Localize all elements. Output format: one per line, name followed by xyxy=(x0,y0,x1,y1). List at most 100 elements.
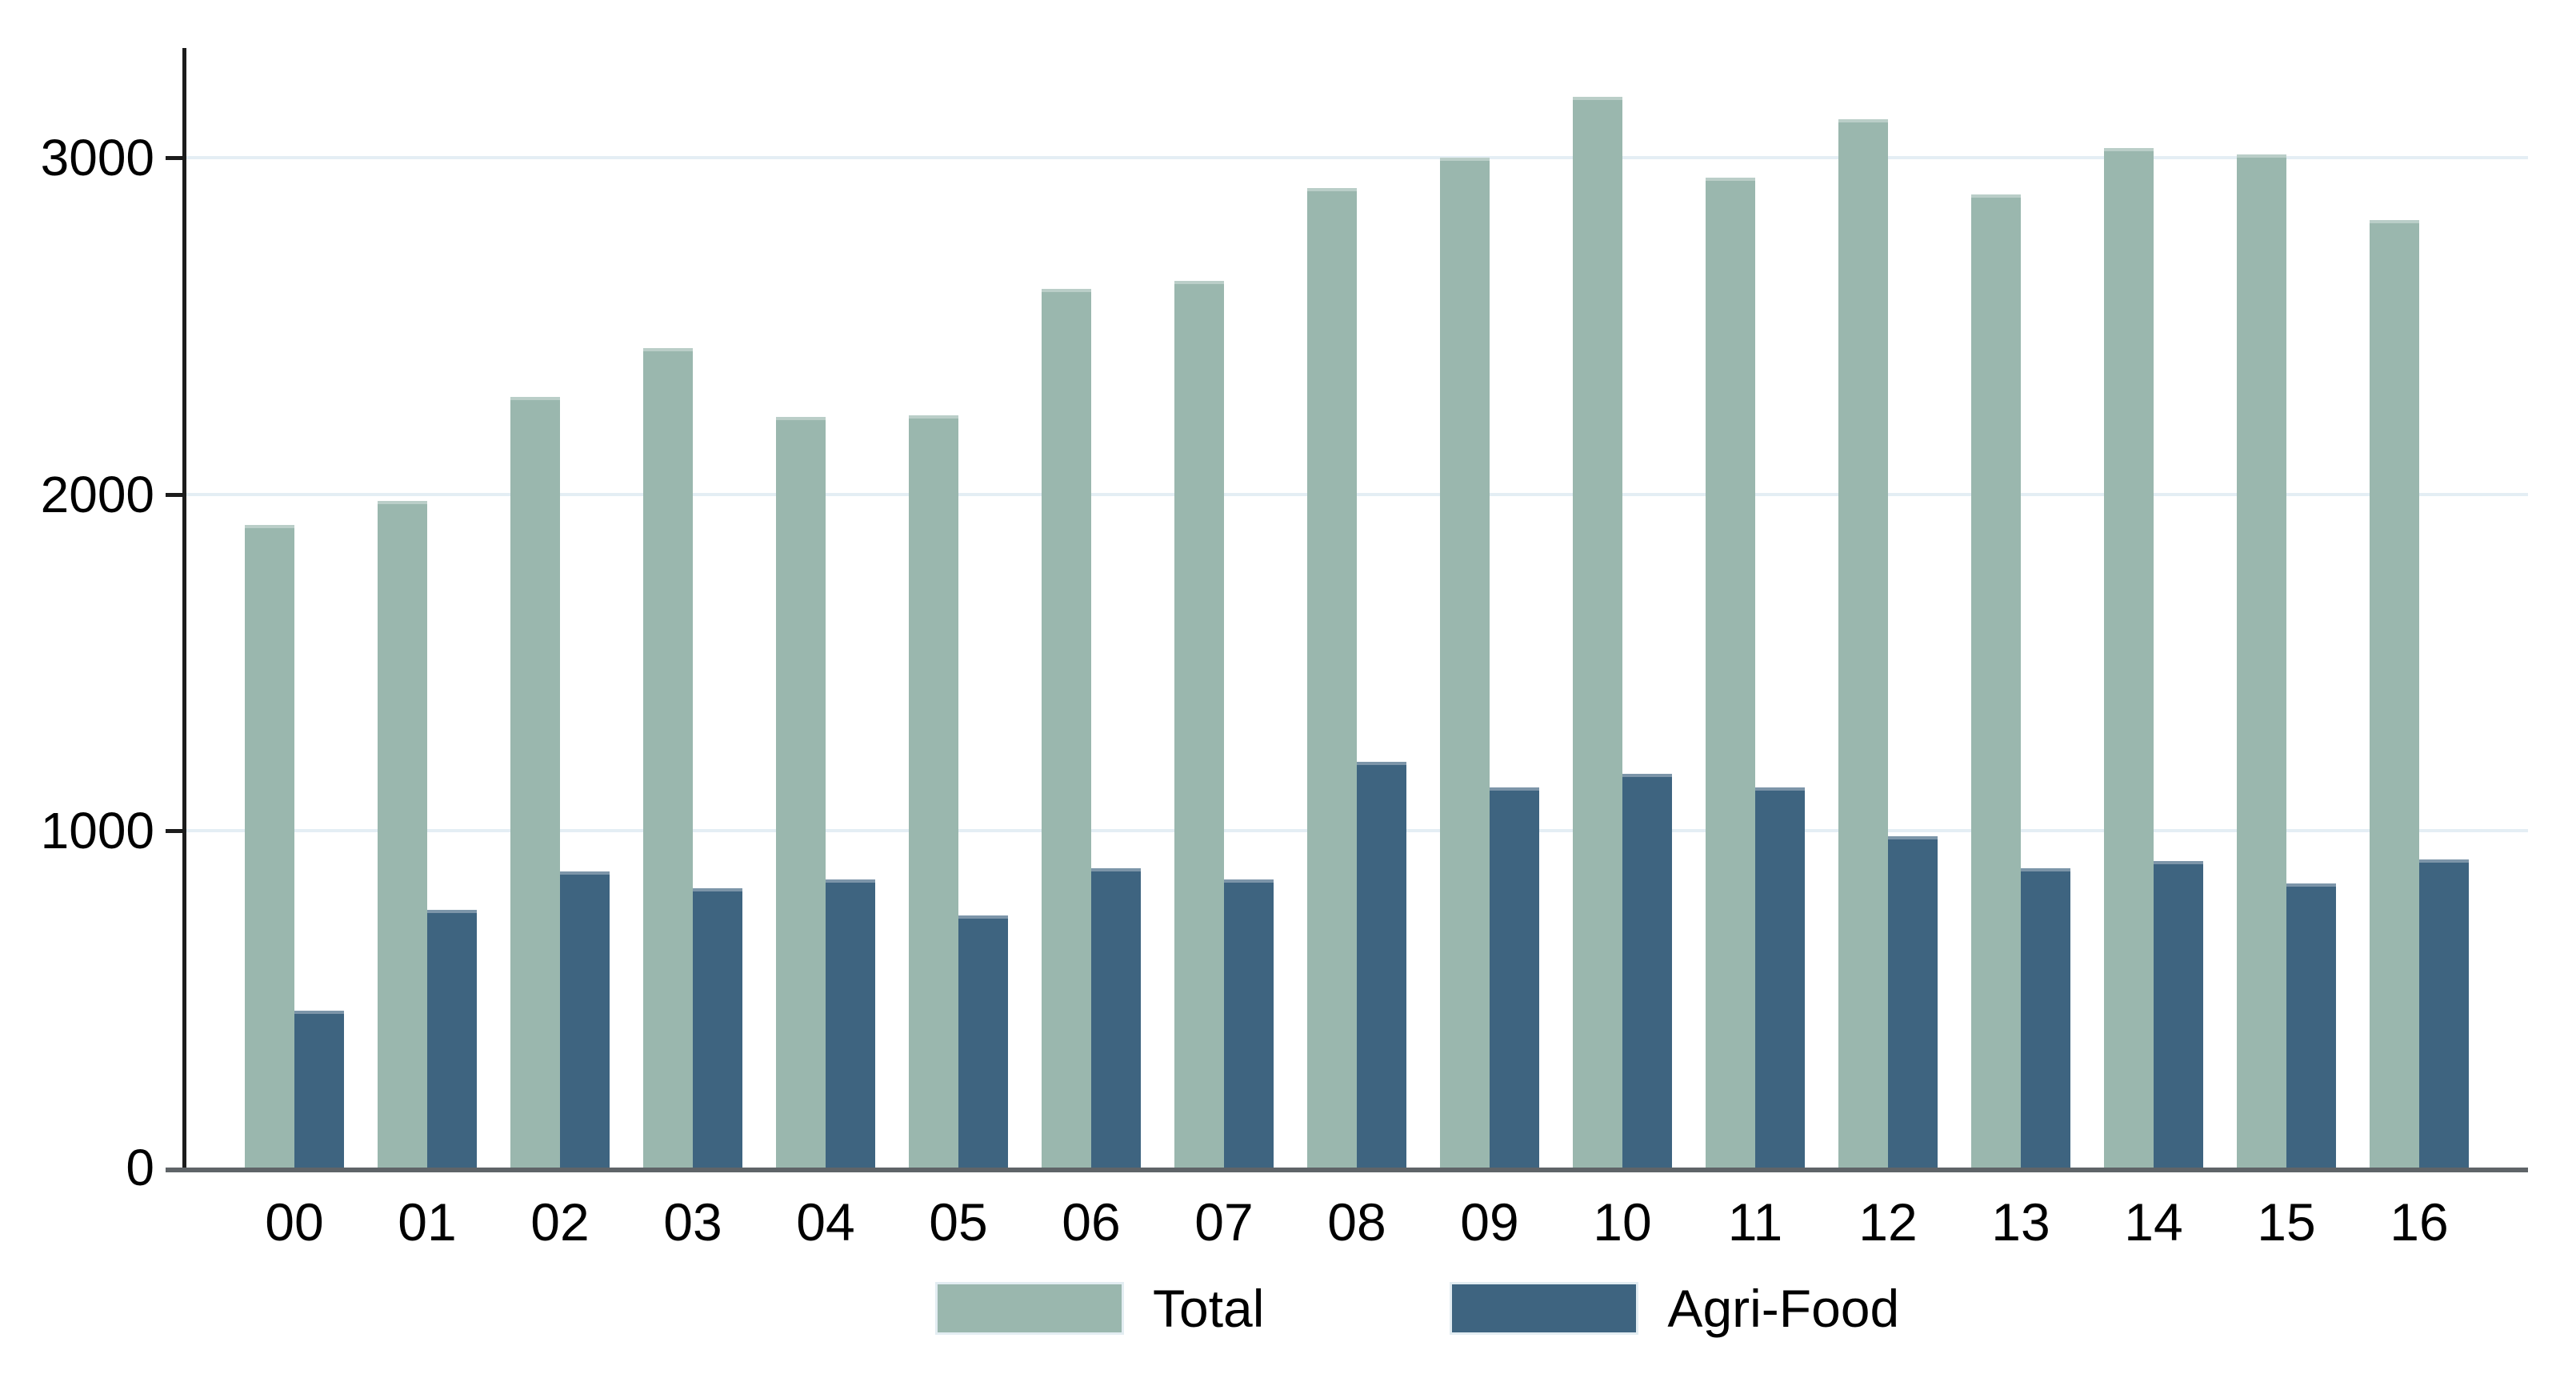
bar-agri-food-08 xyxy=(1357,762,1406,1168)
legend-swatch-agrifood xyxy=(1450,1282,1639,1335)
x-tick-label-10: 10 xyxy=(1593,1192,1652,1252)
y-axis-line xyxy=(182,48,186,1172)
legend-label-agrifood: Agri-Food xyxy=(1667,1279,1900,1338)
bar-top-highlight xyxy=(1357,762,1406,765)
bar-top-highlight xyxy=(510,397,560,400)
plot-area xyxy=(166,48,2528,1178)
bar-agri-food-07 xyxy=(1224,879,1274,1168)
bar-total-14 xyxy=(2104,148,2154,1168)
bar-top-highlight xyxy=(1224,879,1274,883)
legend-label-total: Total xyxy=(1153,1279,1265,1338)
bar-top-highlight xyxy=(2370,220,2419,223)
x-tick-label-02: 02 xyxy=(530,1192,590,1252)
gridline-2000 xyxy=(186,492,2528,496)
bar-top-highlight xyxy=(427,910,477,913)
y-tick-3000 xyxy=(166,156,186,161)
bar-top-highlight xyxy=(2237,154,2286,158)
bar-top-highlight xyxy=(1307,188,1357,191)
bar-top-highlight xyxy=(1440,158,1490,161)
bar-top-highlight xyxy=(958,915,1008,919)
bar-top-highlight xyxy=(2104,148,2154,151)
bar-top-highlight xyxy=(1622,774,1672,777)
bar-top-highlight xyxy=(1971,194,2021,198)
x-tick-label-15: 15 xyxy=(2257,1192,2316,1252)
y-tick-label-3000: 3000 xyxy=(40,129,154,187)
bar-agri-food-11 xyxy=(1755,787,1805,1168)
legend-swatch-total xyxy=(935,1282,1124,1335)
bar-agri-food-14 xyxy=(2154,861,2203,1168)
x-tick-label-16: 16 xyxy=(2390,1192,2449,1252)
bar-total-09 xyxy=(1440,158,1490,1168)
bar-top-highlight xyxy=(245,525,294,528)
bar-top-highlight xyxy=(1755,787,1805,791)
y-tick-1000 xyxy=(166,829,186,834)
bar-top-highlight xyxy=(2021,868,2070,871)
bar-total-02 xyxy=(510,397,560,1168)
bar-total-06 xyxy=(1042,289,1091,1168)
gridline-3000 xyxy=(186,156,2528,160)
x-tick-label-07: 07 xyxy=(1194,1192,1254,1252)
x-tick-label-01: 01 xyxy=(398,1192,457,1252)
bar-top-highlight xyxy=(776,417,826,420)
bar-total-03 xyxy=(643,348,693,1168)
bar-agri-food-03 xyxy=(693,888,742,1168)
bar-top-highlight xyxy=(2154,861,2203,864)
x-tick-label-09: 09 xyxy=(1460,1192,1519,1252)
bar-top-highlight xyxy=(1042,289,1091,292)
x-tick-label-00: 00 xyxy=(265,1192,324,1252)
y-tick-label-1000: 1000 xyxy=(40,802,154,860)
legend-item-agrifood: Agri-Food xyxy=(1450,1280,1899,1336)
bar-total-05 xyxy=(909,415,958,1168)
bar-total-00 xyxy=(245,525,294,1168)
bar-top-highlight xyxy=(643,348,693,351)
bar-top-highlight xyxy=(826,879,875,883)
x-tick-label-11: 11 xyxy=(1727,1192,1783,1252)
bar-top-highlight xyxy=(693,888,742,891)
bar-total-08 xyxy=(1307,188,1357,1168)
x-tick-label-06: 06 xyxy=(1062,1192,1121,1252)
bar-agri-food-01 xyxy=(427,910,477,1168)
legend: Total Agri-Food xyxy=(935,1280,1899,1336)
bar-total-11 xyxy=(1706,178,1755,1168)
bar-agri-food-16 xyxy=(2419,859,2469,1168)
bar-top-highlight xyxy=(1838,119,1888,122)
bar-top-highlight xyxy=(560,871,610,875)
bar-top-highlight xyxy=(378,501,427,504)
bar-agri-food-15 xyxy=(2286,883,2336,1168)
bar-total-13 xyxy=(1971,194,2021,1168)
bar-top-highlight xyxy=(909,415,958,419)
bar-agri-food-05 xyxy=(958,915,1008,1168)
bar-agri-food-04 xyxy=(826,879,875,1168)
bar-agri-food-12 xyxy=(1888,836,1938,1168)
bar-top-highlight xyxy=(1888,836,1938,839)
bar-total-07 xyxy=(1174,281,1224,1168)
x-tick-label-13: 13 xyxy=(1991,1192,2050,1252)
bar-top-highlight xyxy=(2419,859,2469,863)
x-axis-line xyxy=(166,1168,2528,1172)
bar-total-04 xyxy=(776,417,826,1168)
bar-total-10 xyxy=(1573,97,1622,1168)
bar-agri-food-10 xyxy=(1622,774,1672,1168)
bar-agri-food-09 xyxy=(1490,787,1539,1168)
bar-agri-food-00 xyxy=(294,1011,344,1168)
bar-top-highlight xyxy=(1706,178,1755,181)
y-tick-2000 xyxy=(166,492,186,497)
bar-top-highlight xyxy=(1091,868,1141,871)
y-tick-label-2000: 2000 xyxy=(40,465,154,523)
bar-top-highlight xyxy=(1490,787,1539,791)
bar-top-highlight xyxy=(1573,97,1622,100)
bar-total-01 xyxy=(378,501,427,1168)
bar-total-12 xyxy=(1838,119,1888,1168)
bar-top-highlight xyxy=(294,1011,344,1014)
x-tick-label-05: 05 xyxy=(929,1192,988,1252)
bar-agri-food-13 xyxy=(2021,868,2070,1168)
bar-top-highlight xyxy=(1174,281,1224,284)
y-tick-label-0: 0 xyxy=(126,1139,154,1196)
bar-top-highlight xyxy=(2286,883,2336,887)
x-tick-label-08: 08 xyxy=(1327,1192,1386,1252)
x-tick-label-04: 04 xyxy=(796,1192,855,1252)
x-tick-label-14: 14 xyxy=(2124,1192,2183,1252)
x-tick-label-12: 12 xyxy=(1858,1192,1918,1252)
x-tick-label-03: 03 xyxy=(663,1192,722,1252)
